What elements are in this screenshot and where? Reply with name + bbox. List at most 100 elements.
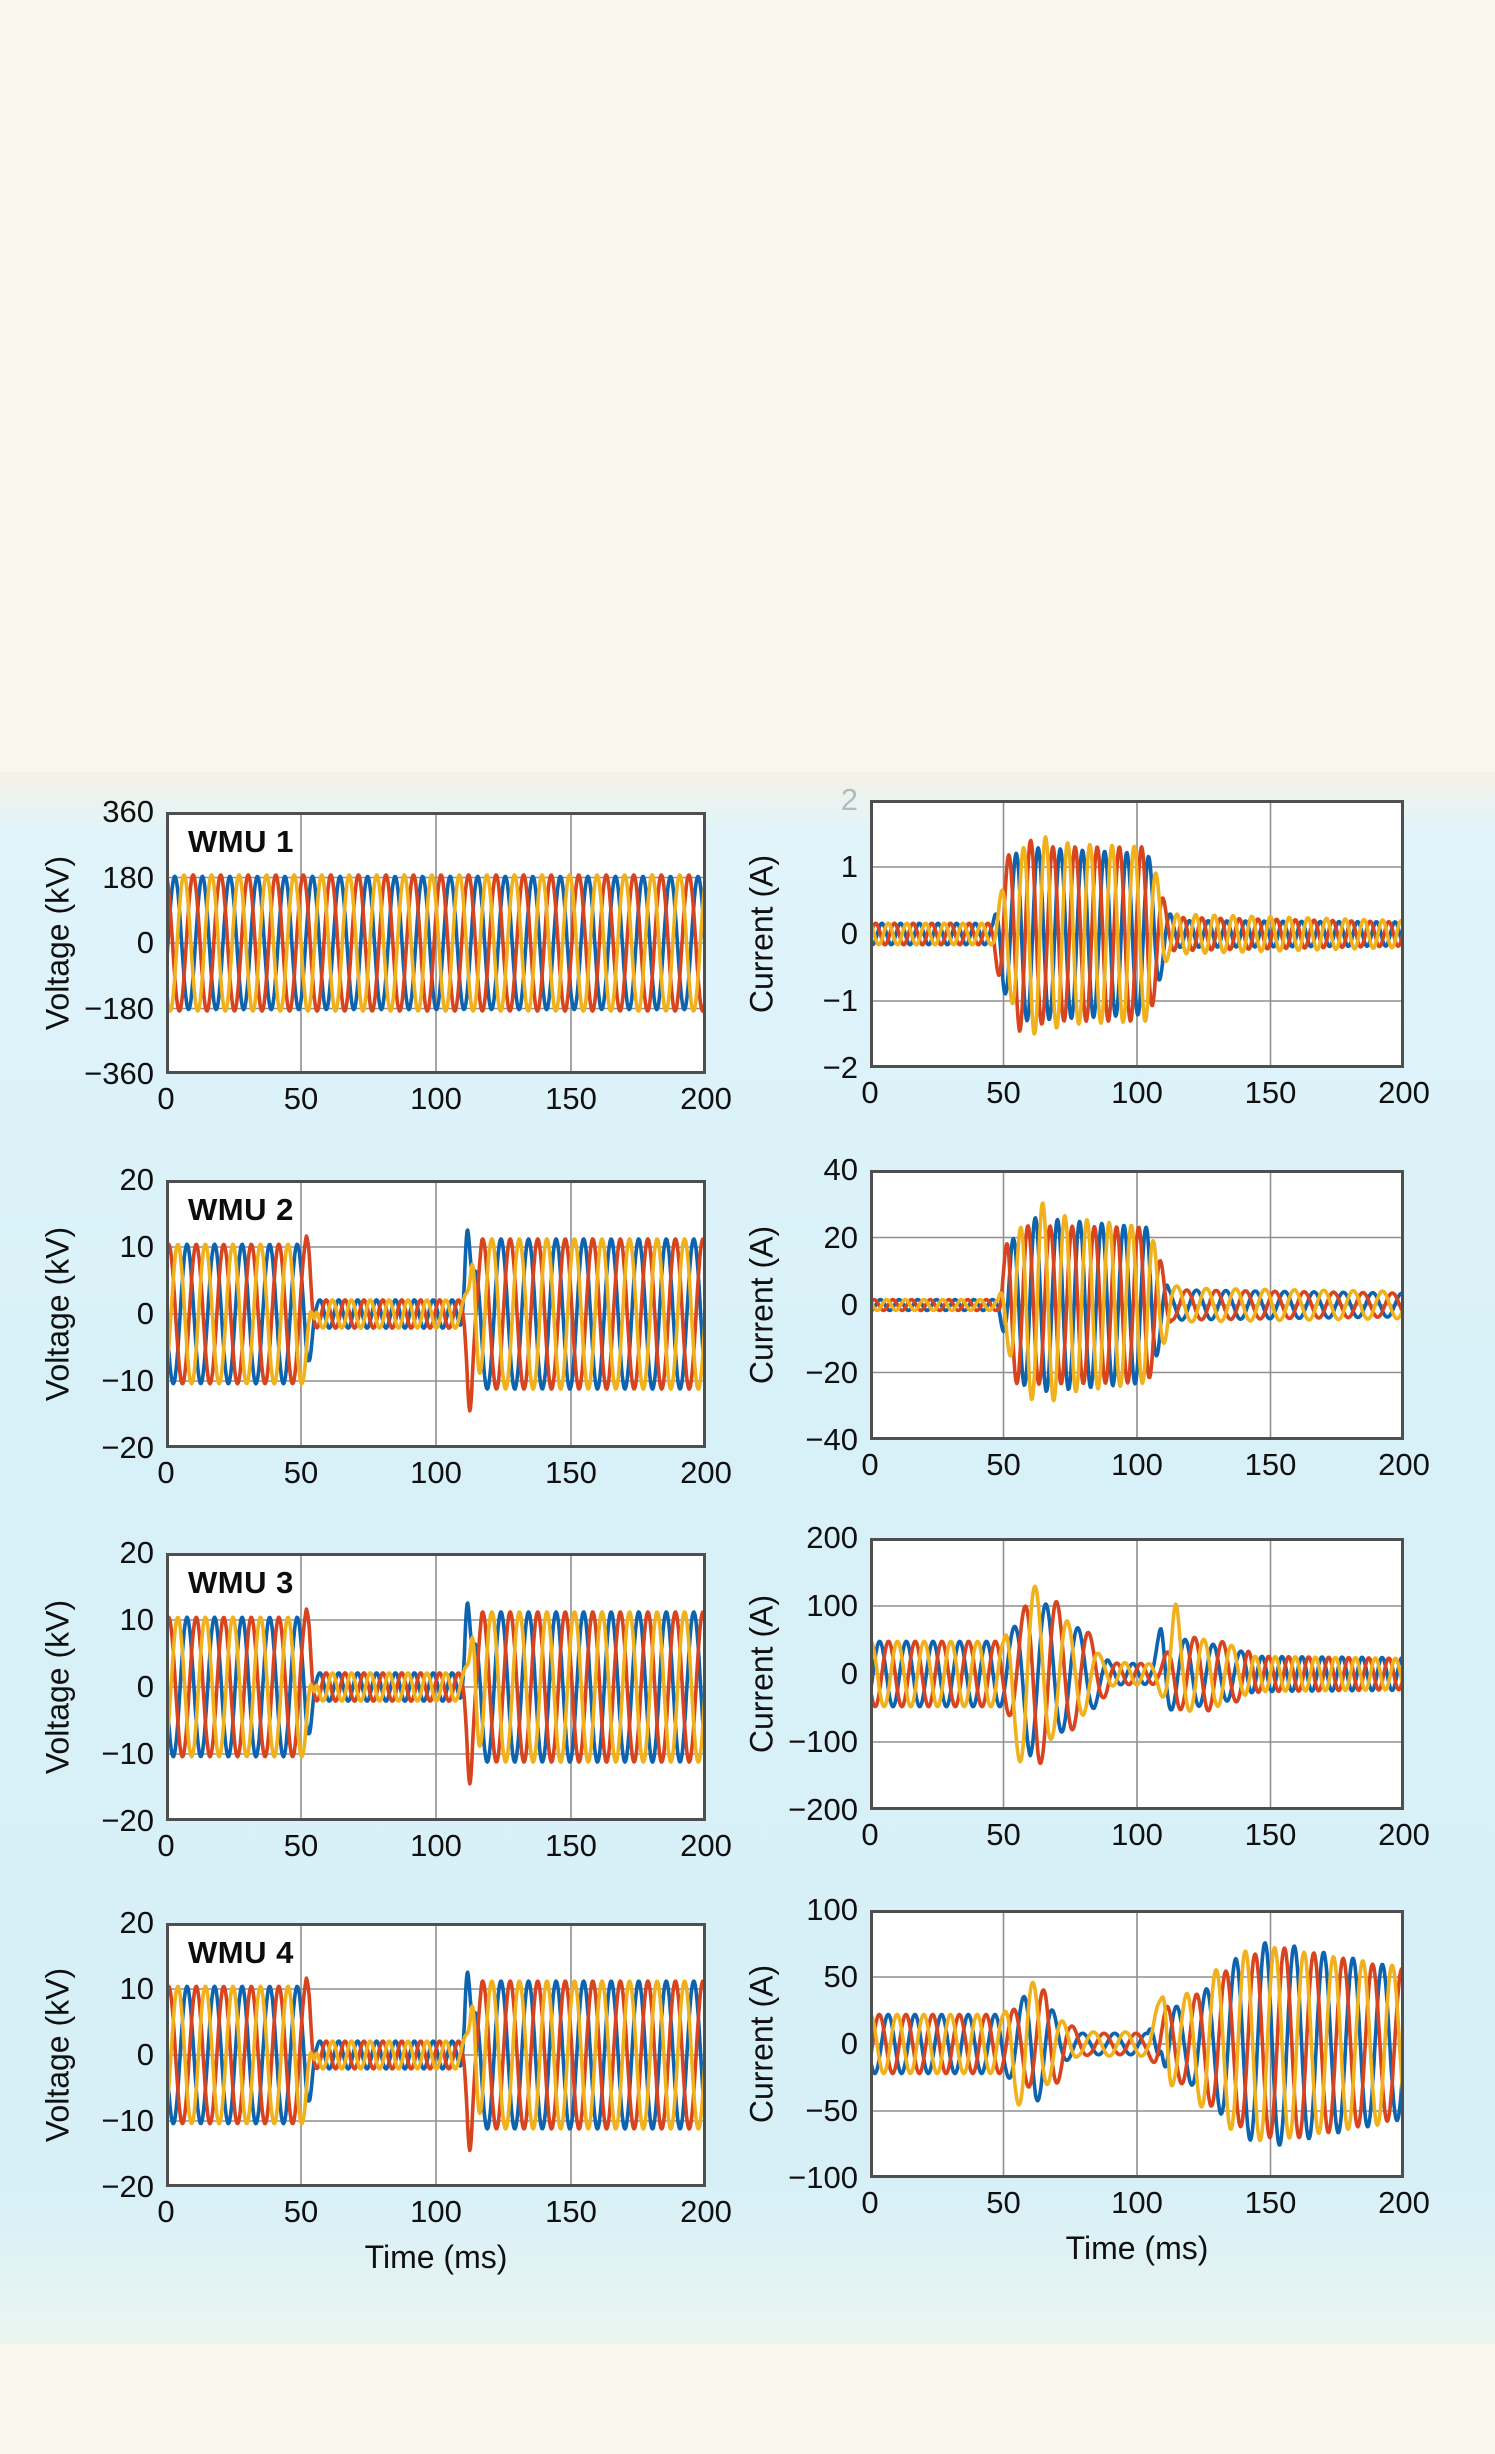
y-tick-label: 100 — [806, 1892, 858, 1927]
x-tick-label: 100 — [410, 1455, 462, 1490]
waveform-plot — [870, 800, 1404, 1068]
x-tick-label: 0 — [157, 1081, 175, 1116]
y-axis-label: Voltage (kV) — [39, 1967, 76, 2143]
y-tick-label: 0 — [840, 916, 858, 951]
phase-c-yellow-waveform — [870, 1945, 1404, 2143]
y-axis-label: Current (A) — [743, 1964, 780, 2124]
axes-frame — [166, 812, 706, 1074]
chart-wmu3-voltage: 20 10 0 −10 −20 0 50 100 150 200 WMU 3 Voltage (kV) — [40, 1537, 732, 1863]
axes-frame — [166, 1923, 706, 2187]
x-tick-label: 100 — [1111, 1817, 1163, 1852]
y-tick-label: −10 — [101, 1736, 154, 1771]
y-tick-label: 20 — [823, 1219, 858, 1255]
y-tick-label: −20 — [101, 1803, 154, 1838]
y-tick-label: 10 — [119, 1229, 154, 1264]
chart-title: WMU 4 — [184, 1935, 298, 1971]
y-tick-label: 0 — [840, 1287, 858, 1322]
phase-c-yellow-waveform — [870, 1201, 1404, 1403]
y-tick-label: −100 — [788, 2160, 858, 2195]
y-tick-label: 180 — [102, 859, 154, 895]
y-tick-label: −20 — [805, 1354, 858, 1390]
axes-frame — [870, 1538, 1404, 1810]
chart-title: WMU 3 — [184, 1565, 298, 1601]
x-tick-label: 150 — [1244, 1447, 1297, 1482]
chart-wmu1-current: 2 1 0 −1 −2 0 50 100 150 200 Current (A) — [744, 784, 1430, 1110]
x-tick-label: 150 — [545, 1081, 597, 1116]
x-tick-label: 50 — [986, 1447, 1021, 1482]
axes-frame — [166, 1180, 706, 1448]
x-tick-label: 0 — [157, 1455, 175, 1490]
x-tick-label: 50 — [283, 1828, 319, 1863]
x-tick-label: 150 — [1244, 2185, 1297, 2220]
y-tick-label: 360 — [102, 794, 154, 829]
y-axis-label: Current (A) — [743, 1594, 780, 1754]
x-tick-label: 0 — [861, 1817, 879, 1852]
x-tick-label: 100 — [1111, 2185, 1163, 2220]
phase-c-yellow-waveform — [166, 1610, 706, 1764]
x-tick-label: 200 — [1378, 1817, 1430, 1852]
phase-c-yellow-waveform — [870, 835, 1404, 1036]
x-tick-label: 0 — [861, 1075, 879, 1110]
chart-wmu4-current: 100 50 0 −50 −100 0 50 100 150 200 Current (A) Time… — [744, 1894, 1430, 2267]
y-tick-label: 0 — [840, 2026, 858, 2061]
x-tick-label: 150 — [1244, 1817, 1297, 1852]
y-tick-label: −50 — [805, 2093, 858, 2128]
x-tick-label: 100 — [410, 1081, 462, 1116]
y-tick-label: −200 — [788, 1792, 858, 1827]
y-tick-label: 0 — [136, 1669, 154, 1704]
y-tick-label: −180 — [84, 990, 154, 1026]
axes-frame — [870, 1910, 1404, 2178]
phase-c-yellow-waveform — [166, 1979, 706, 2131]
y-tick-label: 20 — [119, 1162, 154, 1197]
y-axis-label: Voltage (kV) — [39, 1599, 76, 1775]
x-tick-label: 200 — [1378, 1447, 1430, 1482]
x-tick-label: 100 — [410, 2194, 462, 2229]
y-tick-label: 1 — [840, 849, 858, 884]
y-tick-label: 0 — [136, 925, 154, 960]
y-tick-label: 50 — [823, 1959, 858, 1994]
phase-b-red-waveform — [870, 1946, 1404, 2140]
x-tick-label: 0 — [157, 2194, 175, 2229]
x-tick-label: 50 — [986, 1075, 1021, 1110]
y-tick-label: 40 — [823, 1152, 858, 1187]
y-axis-label: Voltage (kV) — [39, 1226, 76, 1402]
x-tick-label: 200 — [680, 2194, 732, 2229]
chart-wmu2-current: 40 20 0 −20 −40 0 50 100 150 200 Current (A) — [744, 1154, 1430, 1482]
phase-a-blue-waveform — [166, 874, 706, 1012]
phase-c-yellow-waveform — [166, 873, 706, 1013]
x-tick-label: 0 — [157, 1828, 175, 1863]
chart-title: WMU 2 — [184, 1192, 298, 1228]
chart-wmu2-voltage: 20 10 0 −10 −20 0 50 100 150 200 WMU 2 Voltage (kV) — [40, 1164, 732, 1490]
waveform-plot — [870, 1170, 1404, 1440]
y-axis-label: Current (A) — [743, 854, 780, 1014]
x-tick-label: 200 — [680, 1081, 732, 1116]
x-tick-label: 50 — [283, 1081, 319, 1116]
y-tick-label: −40 — [805, 1422, 858, 1457]
phase-c-yellow-waveform — [166, 1237, 706, 1391]
y-tick-label: −20 — [101, 2169, 154, 2204]
y-tick-label: 0 — [840, 1656, 858, 1691]
y-tick-label: 100 — [806, 1588, 858, 1623]
y-tick-label: 20 — [119, 1905, 154, 1940]
x-tick-label: 200 — [1378, 1075, 1430, 1110]
phase-c-yellow-waveform — [870, 1584, 1404, 1764]
x-tick-label: 200 — [680, 1455, 732, 1490]
x-tick-label: 200 — [1378, 2185, 1430, 2220]
chart-title: WMU 1 — [184, 824, 298, 860]
axes-frame — [166, 1553, 706, 1821]
y-tick-label: 0 — [136, 1296, 154, 1331]
y-tick-label: 10 — [119, 1971, 154, 2006]
x-tick-label: 150 — [545, 1828, 597, 1863]
y-tick-label: 20 — [119, 1535, 154, 1570]
y-tick-label: −100 — [788, 1724, 858, 1759]
x-tick-label: 50 — [283, 2194, 319, 2229]
x-tick-label: 150 — [545, 2194, 597, 2229]
y-tick-label: 0 — [136, 2037, 154, 2072]
x-tick-label: 0 — [861, 1447, 879, 1482]
axes-frame — [870, 800, 1404, 1068]
x-axis-label: Time (ms) — [1065, 2230, 1209, 2266]
x-tick-label: 150 — [1244, 1075, 1297, 1110]
x-tick-label: 50 — [986, 1817, 1021, 1852]
y-tick-label: −20 — [101, 1430, 154, 1465]
chart-wmu1-voltage: 360 180 0 −180 −360 0 50 100 150 200 WMU 1 Voltage … — [40, 796, 732, 1116]
